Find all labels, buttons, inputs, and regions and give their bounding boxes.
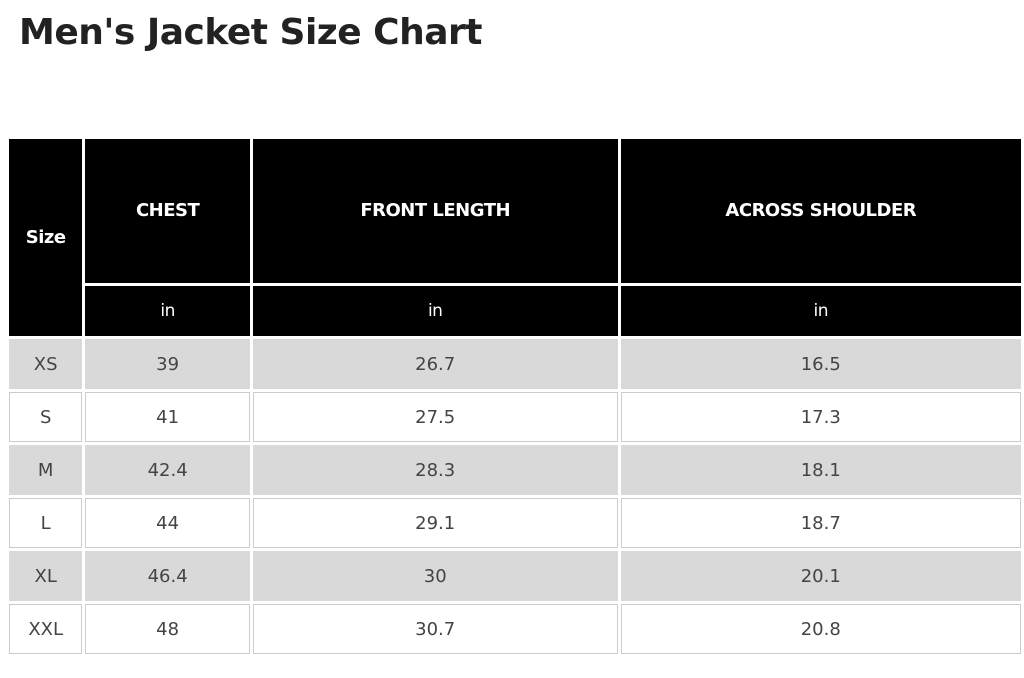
cell-front-length: 28.3	[252, 445, 618, 495]
cell-chest: 44	[85, 498, 250, 548]
cell-size: XS	[9, 339, 83, 389]
cell-front-length: 27.5	[252, 392, 618, 442]
header-size: Size	[9, 139, 83, 336]
unit-chest: in	[85, 286, 250, 336]
cell-across-shoulder: 17.3	[620, 392, 1021, 442]
table-row: M 42.4 28.3 18.1	[9, 445, 1021, 495]
cell-front-length: 30.7	[252, 604, 618, 654]
cell-chest: 41	[85, 392, 250, 442]
page-title: Men's Jacket Size Chart	[19, 12, 483, 53]
cell-chest: 39	[85, 339, 250, 389]
size-chart-table: Size CHEST FRONT LENGTH ACROSS SHOULDER …	[6, 136, 1024, 657]
cell-across-shoulder: 18.1	[620, 445, 1021, 495]
cell-chest: 48	[85, 604, 250, 654]
cell-front-length: 30	[252, 551, 618, 601]
table-row: XL 46.4 30 20.1	[9, 551, 1021, 601]
table-row: S 41 27.5 17.3	[9, 392, 1021, 442]
cell-across-shoulder: 16.5	[620, 339, 1021, 389]
table-row: XS 39 26.7 16.5	[9, 339, 1021, 389]
header-chest: CHEST	[85, 139, 250, 283]
cell-across-shoulder: 20.8	[620, 604, 1021, 654]
table-row: XXL 48 30.7 20.8	[9, 604, 1021, 654]
cell-size: L	[9, 498, 83, 548]
header-across-shoulder: ACROSS SHOULDER	[620, 139, 1021, 283]
cell-size: S	[9, 392, 83, 442]
header-front-length: FRONT LENGTH	[252, 139, 618, 283]
cell-front-length: 29.1	[252, 498, 618, 548]
table-row: L 44 29.1 18.7	[9, 498, 1021, 548]
cell-chest: 42.4	[85, 445, 250, 495]
cell-chest: 46.4	[85, 551, 250, 601]
cell-across-shoulder: 20.1	[620, 551, 1021, 601]
unit-front-length: in	[252, 286, 618, 336]
cell-front-length: 26.7	[252, 339, 618, 389]
cell-size: XL	[9, 551, 83, 601]
cell-across-shoulder: 18.7	[620, 498, 1021, 548]
unit-across-shoulder: in	[620, 286, 1021, 336]
cell-size: M	[9, 445, 83, 495]
cell-size: XXL	[9, 604, 83, 654]
